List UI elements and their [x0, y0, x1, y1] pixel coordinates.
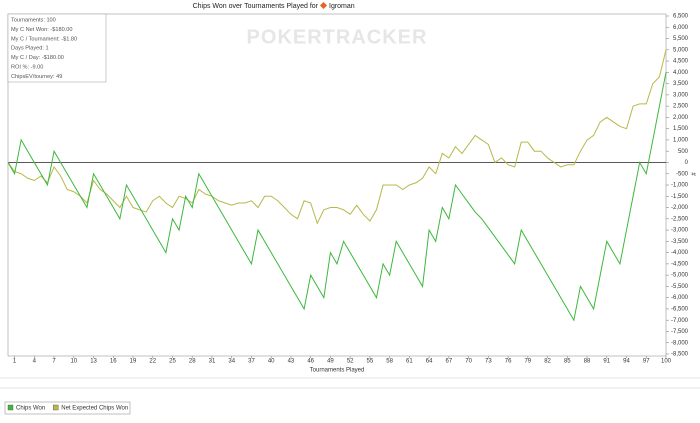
y-tick-label: -1,500: [671, 194, 689, 200]
x-tick-label: 61: [406, 359, 413, 365]
x-tick-label: 82: [544, 359, 551, 365]
y-tick-label: -8,000: [671, 340, 689, 346]
x-tick-label: 13: [90, 359, 97, 365]
x-tick-label: 100: [661, 359, 672, 365]
watermark: POKERTRACKER: [247, 26, 428, 48]
x-tick-label: 97: [643, 359, 650, 365]
y-tick-label: 2,500: [673, 104, 689, 110]
stat-line: My C / Tournament: -$1.80: [11, 36, 77, 42]
x-tick-label: 10: [70, 359, 77, 365]
y-tick-label: -8,500: [671, 352, 689, 358]
legend-swatch: [7, 404, 14, 411]
y-tick-label: -500: [676, 171, 689, 177]
x-tick-label: 73: [485, 359, 492, 365]
x-tick-label: 79: [524, 359, 531, 365]
x-tick-label: 67: [446, 359, 453, 365]
x-tick-label: 25: [169, 359, 176, 365]
stat-line: ChipsEV/tourney: 49: [11, 74, 62, 80]
y-tick-label: 4,500: [673, 59, 689, 65]
y-tick-label: 6,000: [673, 25, 689, 31]
y-tick-label: -4,500: [671, 261, 689, 267]
x-tick-label: 34: [228, 359, 235, 365]
series-line: [7, 49, 667, 225]
stat-line: Days Played: 1: [11, 46, 49, 52]
x-tick-label: 1: [13, 359, 17, 365]
y-tick-label: -6,500: [671, 307, 689, 313]
y-tick-label: 3,000: [673, 92, 689, 98]
player-icon: [319, 1, 328, 10]
y-tick-label: 4,000: [673, 70, 689, 76]
x-tick-label: 7: [52, 359, 56, 365]
x-tick-label: 31: [209, 359, 216, 365]
x-tick-label: 28: [189, 359, 196, 365]
stat-line: ROI %: -9.00: [11, 64, 43, 70]
y-tick-label: 500: [678, 149, 689, 155]
x-tick-label: 22: [149, 359, 156, 365]
x-tick-label: 40: [268, 359, 275, 365]
x-tick-label: 85: [564, 359, 571, 365]
x-tick-label: 91: [603, 359, 610, 365]
stat-line: My C / Day: -$180.00: [11, 55, 64, 61]
x-tick-label: 52: [347, 359, 354, 365]
legend-label: Net Expected Chips Won: [61, 406, 128, 412]
stats-box: [7, 13, 107, 83]
series-line: [7, 72, 667, 322]
y-tick-label: -7,500: [671, 329, 689, 335]
y-tick-label: -6,000: [671, 295, 689, 301]
y-tick-label: 5,000: [673, 47, 689, 53]
y-tick-label: -5,000: [671, 273, 689, 279]
y-tick-label: 3,500: [673, 81, 689, 87]
x-tick-label: 64: [426, 359, 433, 365]
y-tick-label: -3,500: [671, 239, 689, 245]
x-tick-label: 49: [327, 359, 334, 365]
y-tick-label: -2,000: [671, 205, 689, 211]
y-tick-label: -2,500: [671, 216, 689, 222]
y-tick-label: -3,000: [671, 228, 689, 234]
stat-line: Tournaments: 100: [11, 17, 56, 23]
y-tick-label: -4,000: [671, 250, 689, 256]
x-tick-label: 70: [465, 359, 472, 365]
x-tick-label: 37: [248, 359, 255, 365]
y-tick-label: 2,000: [673, 115, 689, 121]
x-tick-label: 94: [623, 359, 630, 365]
y-tick-label: -1,000: [671, 183, 689, 189]
y-tick-label: -7,000: [671, 318, 689, 324]
x-tick-label: 55: [367, 359, 374, 365]
x-tick-label: 16: [110, 359, 117, 365]
x-tick-label: 43: [288, 359, 295, 365]
y-tick-label: -5,500: [671, 284, 689, 290]
legend-label: Chips Won: [16, 406, 45, 412]
x-tick-label: 88: [584, 359, 591, 365]
y-tick-label: 0: [685, 160, 689, 166]
x-tick-label: 46: [307, 359, 314, 365]
x-tick-label: 76: [505, 359, 512, 365]
stat-line: My C Net Won: -$180.00: [11, 27, 72, 33]
x-tick-label: 4: [33, 359, 37, 365]
y-tick-label: 1,000: [673, 138, 689, 144]
x-tick-label: 19: [130, 359, 137, 365]
y-axis-label: #: [689, 172, 695, 176]
y-tick-label: 6,500: [673, 14, 689, 20]
chart-title: Chips Won over Tournaments Played for: [193, 3, 319, 10]
legend-swatch: [53, 404, 59, 411]
y-tick-label: 5,500: [673, 36, 689, 42]
legend-box: [4, 401, 131, 415]
y-tick-label: 1,500: [673, 126, 689, 132]
player-name: Igroman: [329, 3, 355, 10]
x-axis-label: Tournaments Played: [310, 368, 365, 374]
x-tick-label: 58: [386, 359, 393, 365]
